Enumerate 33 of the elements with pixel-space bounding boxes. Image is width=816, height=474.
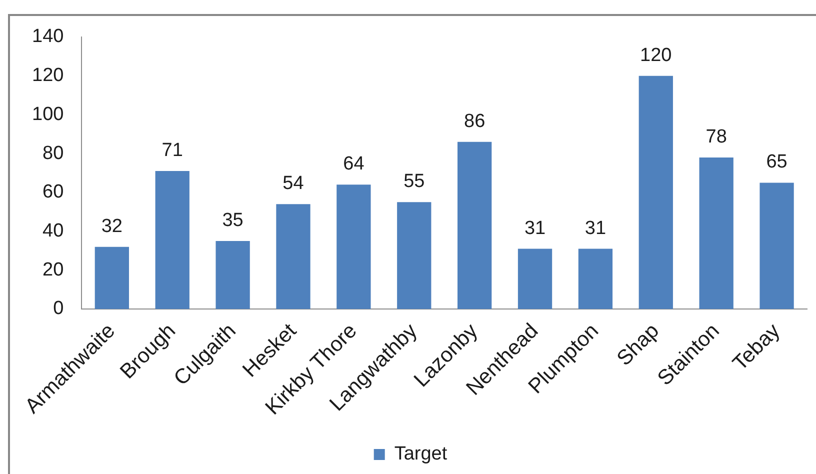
y-tick-label: 20 [42, 259, 64, 280]
y-tick-label: 100 [32, 104, 64, 125]
bar [518, 248, 552, 310]
bar [578, 248, 613, 310]
data-label: 54 [282, 173, 304, 194]
data-label: 31 [584, 218, 606, 239]
data-label: 32 [101, 216, 122, 237]
y-tick-label: 140 [32, 26, 64, 48]
bar [276, 204, 310, 310]
legend-label: Target [394, 444, 448, 465]
data-label: 35 [222, 210, 244, 232]
y-tick-label: 40 [42, 220, 64, 242]
data-label: 86 [464, 110, 486, 132]
data-label: 31 [524, 218, 546, 239]
y-tick-label: 60 [42, 182, 64, 203]
bar [336, 184, 371, 310]
data-label: 78 [706, 126, 727, 148]
data-label: 55 [404, 171, 425, 192]
bar [699, 157, 734, 310]
bar [94, 246, 129, 310]
y-tick-label: 120 [32, 65, 64, 86]
bar [216, 241, 250, 310]
data-label: 120 [640, 44, 672, 66]
data-label: 64 [343, 154, 365, 175]
y-tick-label: 0 [53, 298, 64, 320]
bar [760, 182, 794, 310]
bar [457, 142, 492, 310]
data-label: 71 [162, 140, 183, 162]
y-tick-label: 80 [42, 142, 64, 164]
bar [397, 202, 432, 310]
bar [638, 76, 673, 310]
data-label: 65 [766, 152, 788, 173]
bar [155, 171, 190, 310]
